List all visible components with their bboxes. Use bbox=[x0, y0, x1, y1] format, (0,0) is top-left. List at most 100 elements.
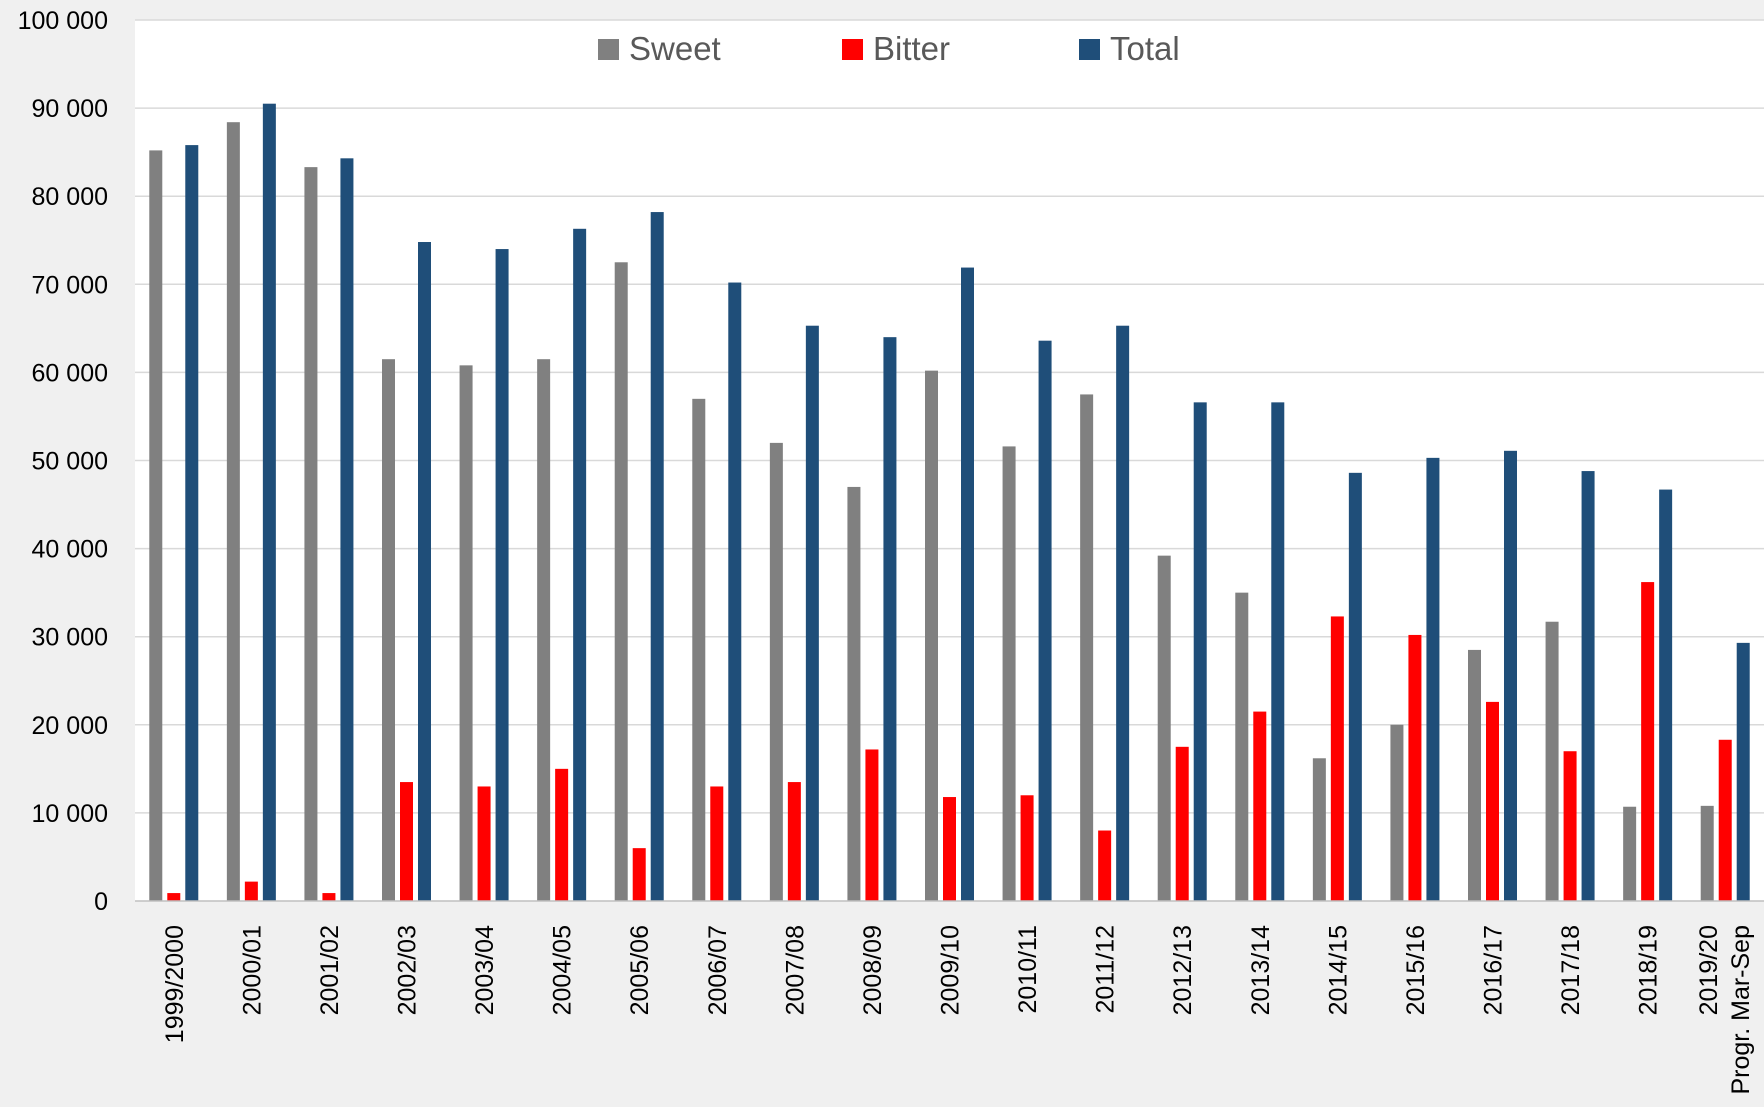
y-tick-label: 90 000 bbox=[32, 95, 108, 123]
bar-sweet bbox=[1390, 724, 1404, 901]
bar-bitter bbox=[1641, 582, 1655, 901]
x-tick-label: 2015/16 bbox=[1402, 925, 1430, 1015]
bar-sweet bbox=[1700, 805, 1714, 901]
bar-total bbox=[495, 249, 509, 901]
bar-total bbox=[1038, 340, 1052, 902]
bar-bitter bbox=[632, 848, 646, 901]
bar-sweet bbox=[1545, 621, 1559, 901]
legend-label-bitter: Bitter bbox=[873, 30, 950, 67]
bar-bitter bbox=[1408, 634, 1422, 901]
bar-total bbox=[805, 325, 819, 901]
bar-total bbox=[1348, 472, 1362, 901]
bar-total bbox=[961, 267, 974, 901]
y-tick-label: 60 000 bbox=[32, 359, 108, 387]
bar-total bbox=[340, 158, 354, 901]
bar-sweet bbox=[1312, 758, 1326, 901]
x-tick-label: 2017/18 bbox=[1557, 925, 1585, 1015]
x-tick-label: 2009/10 bbox=[937, 925, 965, 1015]
bar-bitter bbox=[1563, 751, 1577, 901]
y-tick-label: 20 000 bbox=[32, 712, 108, 740]
x-tick-label: 2005/06 bbox=[626, 925, 654, 1015]
bar-sweet bbox=[1623, 806, 1637, 901]
bar-sweet bbox=[459, 365, 473, 901]
y-tick-label: 0 bbox=[94, 888, 108, 916]
legend-label-total: Total bbox=[1110, 30, 1180, 67]
bar-bitter bbox=[1253, 711, 1267, 901]
bar-bitter bbox=[1486, 701, 1499, 901]
gridlines bbox=[135, 19, 1764, 814]
bars bbox=[149, 103, 1750, 902]
bar-total bbox=[573, 228, 587, 901]
bar-bitter bbox=[477, 786, 491, 901]
bar-total bbox=[418, 242, 431, 902]
x-tick-label: 2007/08 bbox=[781, 925, 809, 1015]
x-tick-label: 2002/03 bbox=[394, 925, 422, 1015]
bar-total bbox=[1659, 489, 1673, 901]
bar-sweet bbox=[304, 167, 318, 901]
bar-sweet bbox=[1157, 555, 1171, 901]
y-tick-label: 100 000 bbox=[18, 7, 108, 35]
bar-sweet bbox=[692, 398, 706, 901]
bar-total bbox=[1426, 457, 1440, 901]
x-tick-label: 1999/2000 bbox=[161, 925, 189, 1043]
bar-sweet bbox=[769, 442, 783, 901]
bar-sweet bbox=[1468, 649, 1481, 901]
bar-bitter bbox=[555, 768, 569, 901]
bar-bitter bbox=[322, 893, 336, 901]
bar-sweet bbox=[382, 359, 395, 901]
legend: Sweet Bitter Total bbox=[598, 30, 1180, 67]
legend-swatch-sweet bbox=[598, 39, 619, 60]
x-tick-label: 2000/01 bbox=[238, 925, 266, 1015]
y-tick-label: 70 000 bbox=[32, 271, 108, 299]
bar-sweet bbox=[1080, 394, 1094, 901]
x-tick-label: 2004/05 bbox=[549, 925, 577, 1015]
bar-bitter bbox=[244, 881, 258, 901]
bar-bitter bbox=[943, 797, 956, 901]
x-tick-label: 2014/15 bbox=[1324, 925, 1352, 1015]
x-tick-label: 2018/19 bbox=[1635, 925, 1663, 1015]
x-tick-label: 2012/13 bbox=[1169, 925, 1197, 1015]
bar-total bbox=[1504, 450, 1517, 901]
x-tick-label: 2011/12 bbox=[1092, 925, 1120, 1014]
bar-total bbox=[883, 337, 897, 901]
bar-total bbox=[1116, 325, 1130, 901]
legend-swatch-bitter bbox=[842, 39, 863, 60]
bar-bitter bbox=[1098, 830, 1112, 901]
x-tick-label: 2016/17 bbox=[1480, 925, 1508, 1015]
bar-bitter bbox=[710, 786, 724, 901]
bar-sweet bbox=[925, 370, 938, 901]
bar-sweet bbox=[1002, 446, 1016, 901]
bar-total bbox=[1271, 402, 1285, 901]
x-tick-label: 2013/14 bbox=[1247, 925, 1275, 1015]
legend-swatch-total bbox=[1079, 39, 1100, 60]
bar-bitter bbox=[1718, 739, 1732, 901]
bar-bitter bbox=[1330, 616, 1344, 901]
y-tick-label: 40 000 bbox=[32, 536, 108, 564]
x-tick-label: 2008/09 bbox=[859, 925, 887, 1015]
bar-bitter bbox=[1020, 795, 1034, 901]
bar-sweet bbox=[149, 150, 163, 901]
bar-total bbox=[1736, 642, 1750, 901]
y-tick-label: 80 000 bbox=[32, 183, 108, 211]
bar-total bbox=[262, 103, 276, 901]
bar-total bbox=[1581, 471, 1595, 901]
bar-bitter bbox=[1175, 746, 1189, 901]
bar-total bbox=[728, 282, 742, 902]
bar-sweet bbox=[847, 486, 861, 901]
y-tick-label: 10 000 bbox=[32, 800, 108, 828]
x-tick-label: 2001/02 bbox=[316, 925, 344, 1015]
bar-sweet bbox=[1235, 592, 1249, 901]
bar-bitter bbox=[787, 782, 801, 901]
legend-label-sweet: Sweet bbox=[629, 30, 721, 67]
y-axis-ticks: 0 10 000 20 000 30 000 40 000 50 000 60 000 70 … bbox=[18, 7, 108, 916]
y-tick-label: 30 000 bbox=[32, 624, 108, 652]
bar-sweet bbox=[226, 122, 240, 902]
y-tick-label: 50 000 bbox=[32, 448, 108, 476]
x-axis-ticks: 1999/2000 2000/01 2001/02 2002/03 2003/04 200… bbox=[161, 925, 1755, 1095]
x-tick-label: 2010/11 bbox=[1014, 925, 1042, 1014]
bar-bitter bbox=[167, 893, 181, 901]
x-tick-label: 2006/07 bbox=[704, 925, 732, 1015]
bar-sweet bbox=[614, 262, 628, 901]
